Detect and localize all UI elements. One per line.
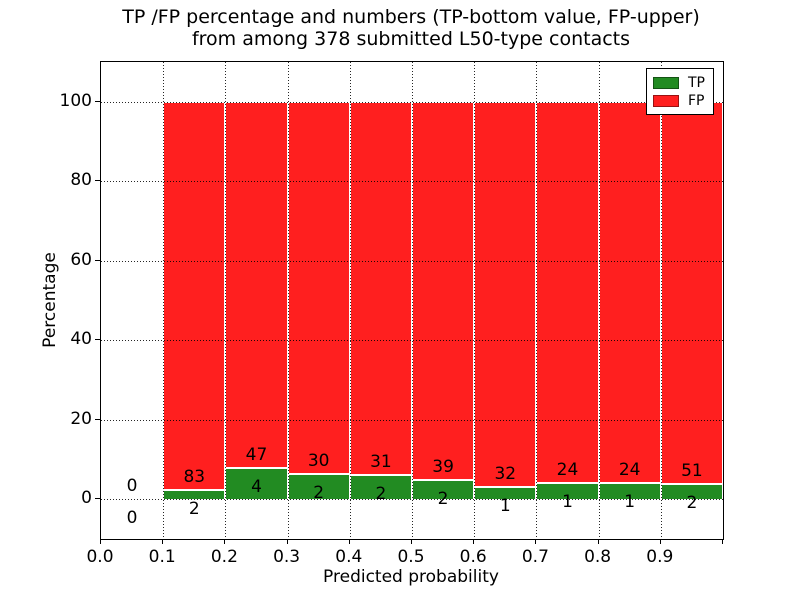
tp-count-label: 2 — [437, 488, 449, 509]
tp-count-label: 1 — [624, 492, 636, 513]
y-tick — [95, 339, 100, 340]
fp-count-label: 51 — [681, 461, 703, 481]
tp-bar-segment — [287, 474, 350, 499]
y-gridline — [101, 260, 723, 262]
tp-count-label: 1 — [562, 492, 573, 513]
x-tick — [411, 539, 412, 544]
x-gridline — [598, 62, 600, 539]
fp-legend-label: FP — [688, 93, 705, 109]
x-gridline — [349, 62, 351, 539]
chart-title-line1: TP /FP percentage and numbers (TP-bottom… — [122, 6, 700, 28]
tp-bar-segment — [225, 467, 288, 499]
x-tick — [659, 539, 661, 544]
legend-item-tp: TP — [653, 74, 713, 92]
y-gridline — [101, 340, 723, 341]
x-tick — [348, 539, 350, 544]
y-tick-label: 40 — [70, 329, 92, 349]
fp-count-label: 32 — [494, 463, 517, 484]
fp-count-label: 24 — [618, 460, 641, 481]
tp-count-label: 0 — [126, 508, 138, 528]
x-gridline — [412, 62, 413, 539]
y-tick — [95, 259, 100, 261]
fp-bar-segment — [474, 101, 537, 487]
fp-bar-segment — [412, 101, 475, 480]
fp-count-label: 39 — [432, 456, 454, 477]
x-tick-label: 0.2 — [210, 547, 238, 567]
x-tick — [722, 539, 723, 544]
y-gridline — [101, 181, 723, 182]
x-tick — [224, 539, 226, 544]
y-axis-label: Percentage — [40, 252, 60, 348]
fp-count-label: 83 — [183, 466, 206, 487]
legend-item-fp: FP — [653, 92, 713, 110]
y-tick — [95, 180, 100, 181]
y-tick-label: 0 — [81, 488, 92, 508]
y-tick-label: 20 — [70, 408, 92, 429]
fp-bar-segment — [225, 101, 288, 468]
x-gridline — [287, 62, 289, 539]
fp-bar-segment — [598, 101, 661, 484]
fp-bar-segment — [163, 101, 226, 490]
x-gridline — [536, 62, 538, 539]
y-tick — [95, 418, 100, 420]
y-tick — [95, 100, 100, 102]
fp-bar-segment — [660, 101, 723, 484]
fp-count-label: 31 — [370, 451, 392, 472]
fp-bar-segment — [536, 101, 599, 484]
x-gridline — [163, 62, 165, 539]
x-tick-label: 0.4 — [335, 547, 363, 567]
tp-count-label: 2 — [313, 483, 325, 504]
y-tick-label: 100 — [59, 90, 92, 111]
tp-count-label: 1 — [499, 495, 511, 516]
x-axis-label: Predicted probability — [323, 567, 499, 587]
y-tick-label: 80 — [70, 170, 92, 190]
y-tick — [95, 498, 100, 499]
x-tick-label: 0.5 — [397, 547, 425, 567]
tp-count-label: 2 — [686, 493, 698, 513]
fp-count-label: 47 — [245, 444, 268, 465]
y-gridline — [101, 419, 723, 421]
x-tick-label: 0.9 — [646, 547, 674, 567]
x-tick-label: 0.1 — [148, 547, 176, 567]
x-tick-label: 0.7 — [521, 547, 549, 567]
x-tick-label: 0.3 — [273, 547, 301, 567]
y-gridline — [101, 499, 723, 500]
x-tick — [535, 539, 537, 544]
fp-legend-swatch — [653, 95, 679, 107]
x-gridline — [660, 62, 662, 539]
chart-title: TP /FP percentage and numbers (TP-bottom… — [100, 6, 722, 50]
x-tick-label: 0.6 — [459, 547, 487, 567]
x-tick-label: 0.8 — [584, 547, 612, 567]
x-tick — [100, 539, 101, 544]
legend: TP FP — [646, 68, 714, 115]
y-tick-label: 60 — [70, 249, 92, 270]
x-tick-label: 0.0 — [86, 547, 114, 567]
fp-count-label: 30 — [307, 451, 330, 472]
tp-bar-segment — [163, 489, 226, 499]
tp-count-label: 4 — [251, 476, 262, 497]
tp-legend-label: TP — [688, 75, 705, 91]
x-gridline — [474, 62, 476, 539]
x-tick — [162, 539, 164, 544]
x-gridline — [225, 62, 227, 539]
x-tick — [286, 539, 288, 544]
y-gridline — [101, 101, 723, 103]
fp-count-label: 24 — [556, 460, 579, 481]
x-tick — [597, 539, 599, 544]
fp-count-label: 0 — [126, 476, 138, 496]
tp-legend-swatch — [653, 77, 679, 89]
tp-count-label: 2 — [188, 498, 200, 519]
tp-count-label: 2 — [375, 483, 387, 504]
fp-bar-segment — [287, 101, 350, 475]
plot-area: 0 0 83 2 47 4 30 2 31 2 39 2 32 1 24 1 24 1 51 2 TP FP — [100, 61, 724, 540]
x-tick — [473, 539, 475, 544]
chart-title-line2: from among 378 submitted L50-type contac… — [191, 28, 631, 50]
